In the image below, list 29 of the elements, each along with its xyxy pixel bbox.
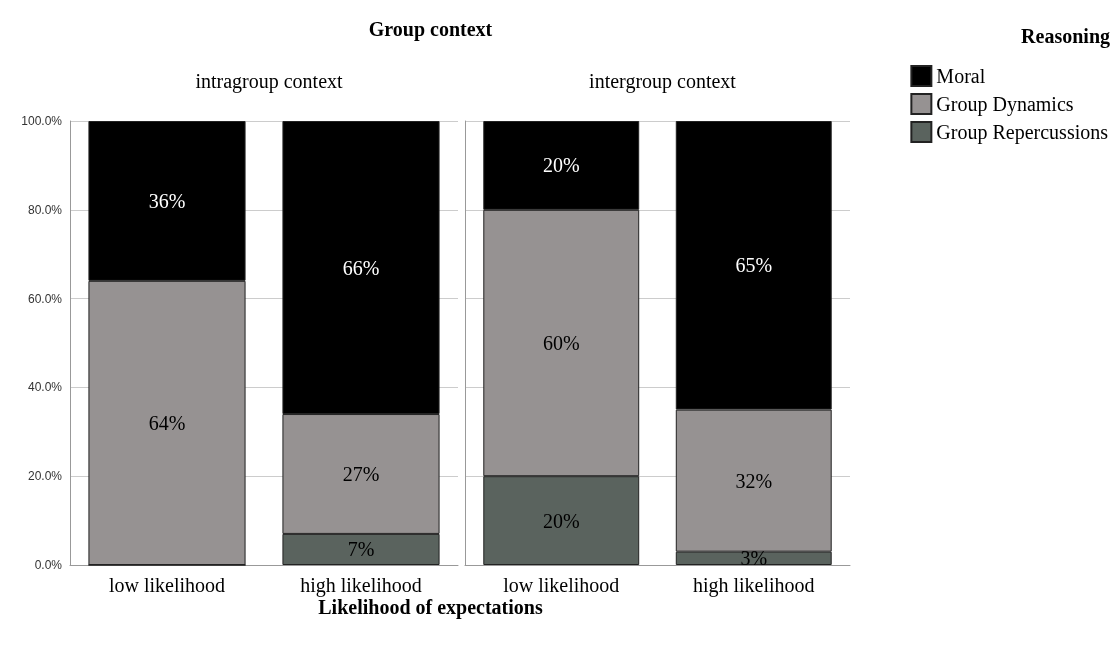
legend-label: Group Repercussions: [936, 121, 1109, 144]
x-tick-label: high likelihood: [300, 574, 422, 597]
data-label: 64%: [148, 411, 186, 434]
y-tick-label: 100.0%: [21, 114, 63, 128]
data-label: 20%: [542, 154, 580, 177]
data-label: 7%: [347, 538, 375, 561]
data-label: 20%: [542, 509, 580, 532]
y-tick-label: 0.0%: [34, 558, 63, 572]
chart-title: intragroup context: [195, 70, 344, 93]
chart-title: intergroup context: [589, 70, 737, 93]
y-tick-label: 80.0%: [27, 202, 63, 217]
data-label: 32%: [735, 469, 773, 492]
x-axis-title: Likelihood of expectations: [318, 596, 544, 619]
text: Group context: [367, 18, 494, 41]
x-tick-label: low likelihood: [108, 574, 226, 596]
data-label: 66%: [342, 256, 380, 279]
data-label: 60%: [542, 332, 580, 354]
legend-title: Reasoning: [1021, 25, 1110, 48]
y-tick-label: 60.0%: [27, 291, 63, 306]
x-tick-label: high likelihood: [692, 574, 815, 597]
data-label: 3%: [740, 547, 768, 570]
data-label: 36%: [148, 189, 186, 212]
x-tick-label: low likelihood: [503, 574, 620, 596]
y-tick-label: 20.0%: [27, 469, 63, 484]
legend-label: Group Dynamics: [936, 93, 1074, 116]
legend-label: Moral: [936, 65, 986, 87]
data-label: 27%: [342, 462, 380, 485]
data-label: 65%: [735, 254, 773, 277]
y-tick-label: 40.0%: [27, 380, 63, 395]
